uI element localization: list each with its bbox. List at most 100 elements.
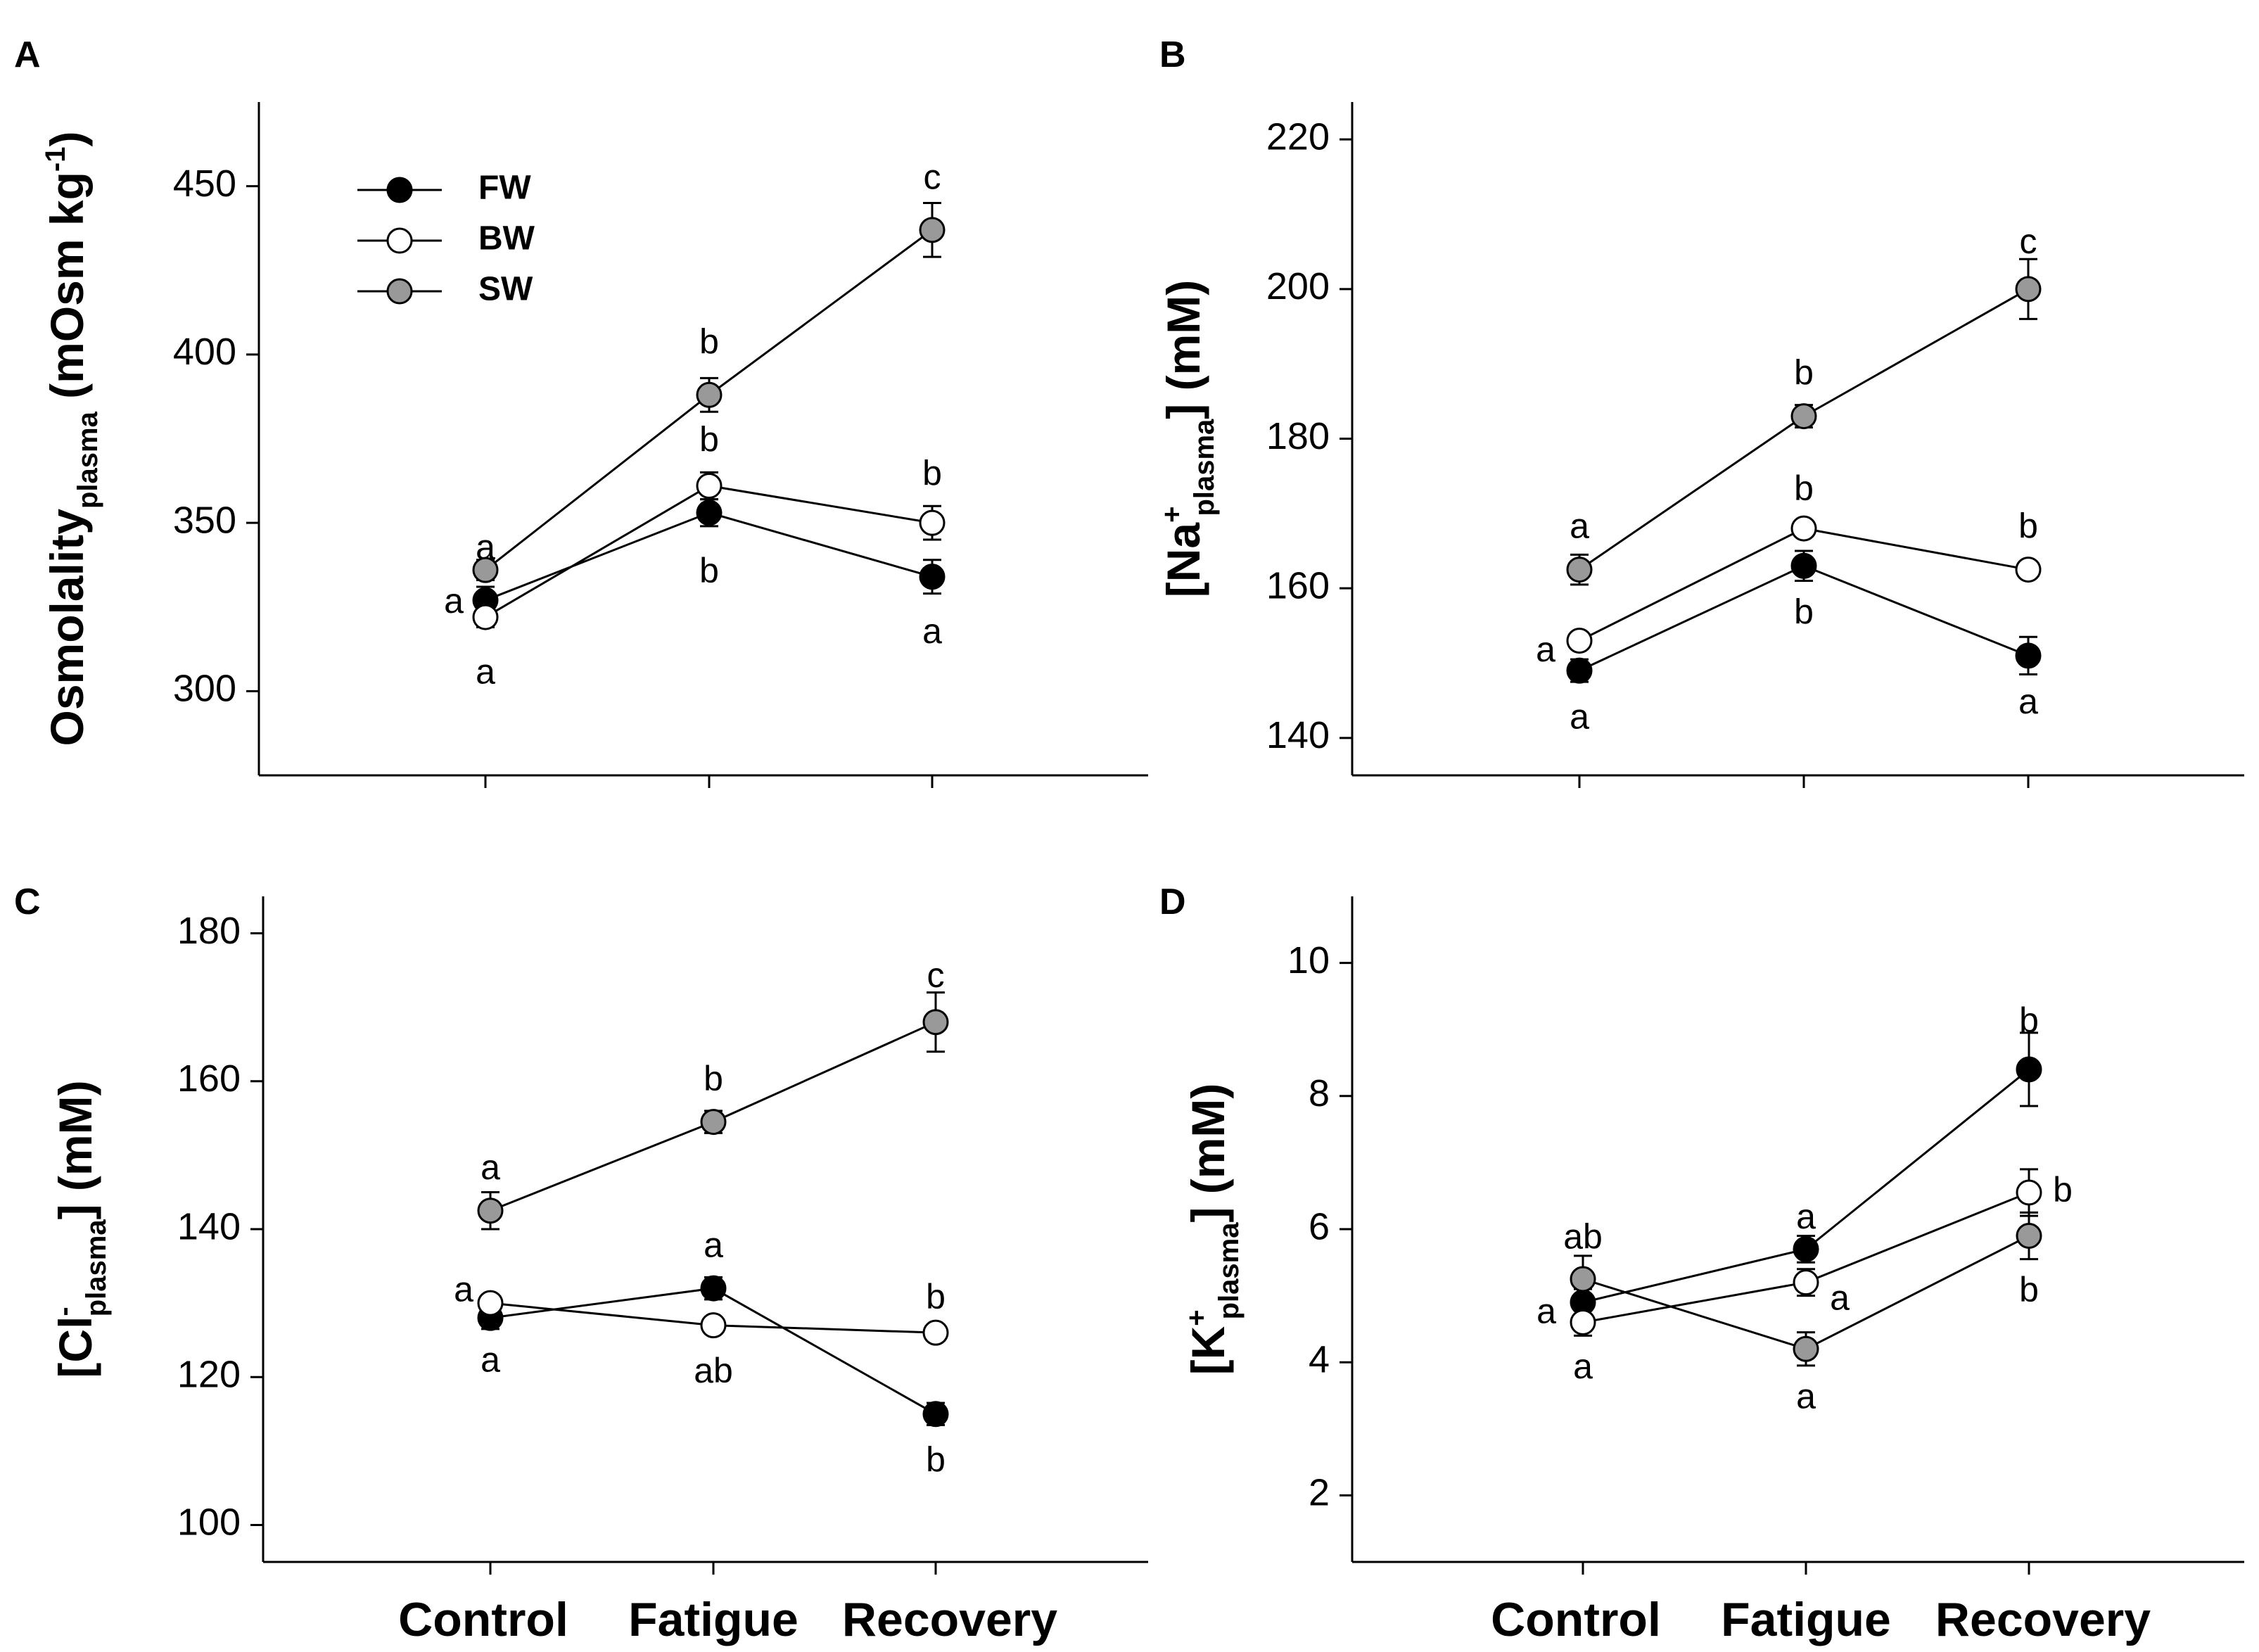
y-tick-label: 6: [1309, 1205, 1330, 1247]
significance-letter: a: [1830, 1278, 1850, 1317]
point-fw-fatigue: [696, 500, 723, 526]
point-fw-fatigue: [1790, 552, 1817, 579]
significance-letter: a: [444, 581, 464, 621]
significance-letter: a: [476, 528, 495, 567]
point-bw-recovery: [2016, 1179, 2042, 1206]
point-bw-control: [477, 1290, 504, 1316]
significance-letter: b: [699, 322, 719, 362]
y-tick-label: 220: [1266, 115, 1330, 158]
y-tick-label: 200: [1266, 265, 1330, 307]
significance-letter: ab: [1563, 1216, 1603, 1256]
significance-letter: b: [1794, 352, 1814, 392]
x-category-label-recovery: Recovery: [842, 1593, 1057, 1646]
x-category-label-fatigue: Fatigue: [628, 1593, 798, 1646]
y-tick-label: 160: [177, 1057, 241, 1100]
point-fw-recovery: [2015, 642, 2042, 669]
point-fw-control: [1566, 657, 1593, 684]
y-tick-label: 400: [173, 331, 236, 373]
significance-letter: a: [1796, 1197, 1816, 1236]
significance-letter: c: [927, 955, 945, 995]
point-fw-recovery: [2016, 1056, 2042, 1083]
point-sw-control: [472, 557, 499, 583]
y-tick-label: 450: [173, 163, 236, 205]
legend-label-sw: SW: [478, 271, 533, 308]
point-bw-control: [1566, 628, 1593, 654]
significance-letter: b: [922, 453, 942, 493]
panel-a: A 300 350 400 450 Osmolalityplasma (mOsm kg-1…: [14, 34, 1148, 788]
point-fw-fatigue: [1793, 1235, 1819, 1262]
legend-label-bw: BW: [478, 220, 535, 258]
y-tick-label: 140: [177, 1205, 241, 1247]
point-sw-recovery: [2016, 1222, 2042, 1249]
panel-letter-d: D: [1159, 882, 1186, 922]
point-fw-recovery: [922, 1401, 949, 1428]
point-sw-control: [1566, 557, 1593, 583]
point-sw-control: [477, 1197, 504, 1224]
series-line-fw: [1582, 1068, 2030, 1304]
significance-letter: b: [2019, 1270, 2039, 1309]
y-axis-label: [Cl-plasma] (mM): [49, 1080, 112, 1378]
point-bw-control: [472, 604, 499, 630]
y-axis-label: [K+plasma] (mM): [1181, 1084, 1245, 1375]
point-bw-fatigue: [1793, 1269, 1819, 1296]
y-tick-label: 300: [173, 668, 236, 710]
point-sw-fatigue: [700, 1109, 727, 1136]
significance-letter: a: [1796, 1376, 1816, 1416]
y-tick-label: 10: [1287, 939, 1330, 981]
y-tick-label: 350: [173, 499, 236, 541]
significance-letter: a: [454, 1270, 473, 1309]
point-bw-fatigue: [696, 472, 723, 499]
point-sw-fatigue: [1793, 1335, 1819, 1362]
point-bw-recovery: [919, 509, 946, 536]
point-bw-fatigue: [1790, 515, 1817, 542]
legend-marker-sw: [386, 278, 413, 305]
point-fw-recovery: [919, 564, 946, 590]
significance-letter: b: [2018, 506, 2038, 545]
y-axis-label: Osmolalityplasma (mOsm kg-1): [40, 132, 103, 746]
significance-letter: a: [481, 1340, 500, 1379]
significance-letter: b: [926, 1277, 946, 1316]
significance-letter: a: [2018, 682, 2038, 721]
y-axis-label: [Na+plasma] (mM): [1157, 280, 1220, 598]
significance-letter: b: [2053, 1170, 2073, 1209]
significance-letter: a: [1536, 630, 1555, 669]
point-bw-recovery: [922, 1319, 949, 1346]
y-tick-label: 120: [177, 1353, 241, 1395]
significance-letter: b: [699, 419, 719, 459]
legend-marker-bw: [386, 227, 413, 254]
panel-letter-c: C: [14, 882, 41, 922]
point-bw-control: [1570, 1309, 1596, 1335]
significance-letter: ab: [694, 1351, 733, 1390]
y-tick-label: 2: [1309, 1472, 1330, 1514]
x-category-label-recovery: Recovery: [1935, 1593, 2151, 1646]
point-sw-recovery: [2015, 276, 2042, 303]
point-sw-control: [1570, 1266, 1596, 1292]
significance-letter: b: [1794, 592, 1814, 632]
significance-letter: a: [1570, 697, 1589, 736]
y-tick-label: 100: [177, 1501, 241, 1544]
significance-letter: a: [1536, 1291, 1556, 1330]
point-sw-recovery: [922, 1009, 949, 1036]
point-fw-fatigue: [700, 1275, 727, 1302]
significance-letter: c: [924, 157, 941, 196]
significance-letter: a: [922, 611, 942, 651]
significance-letter: a: [1573, 1347, 1593, 1386]
significance-letter: a: [476, 652, 495, 692]
significance-letter: b: [704, 1059, 723, 1098]
y-tick-label: 4: [1309, 1338, 1330, 1380]
x-category-label-control: Control: [398, 1593, 568, 1646]
significance-letter: a: [1570, 506, 1589, 545]
y-tick-label: 180: [177, 910, 241, 952]
significance-letter: a: [481, 1148, 500, 1187]
significance-letter: c: [2020, 222, 2037, 261]
significance-letter: b: [2019, 1000, 2039, 1040]
x-category-label-fatigue: Fatigue: [1721, 1593, 1891, 1646]
point-sw-recovery: [919, 217, 946, 243]
significance-letter: b: [1794, 469, 1814, 508]
point-sw-fatigue: [696, 381, 723, 408]
point-sw-fatigue: [1790, 403, 1817, 430]
